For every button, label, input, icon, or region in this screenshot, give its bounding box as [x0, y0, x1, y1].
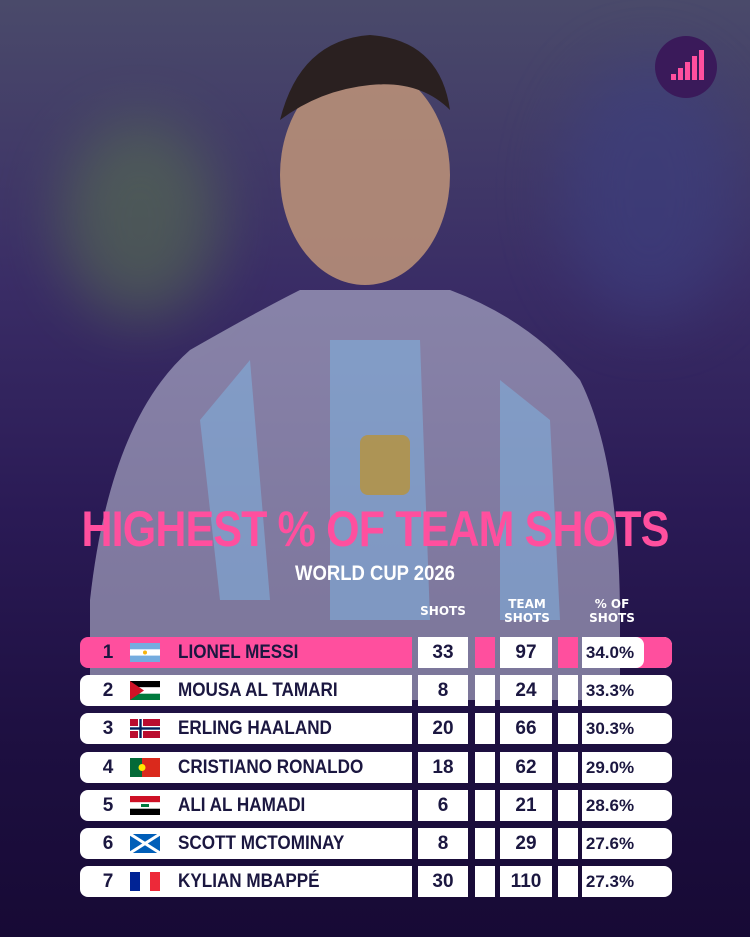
background-blur: [60, 120, 220, 320]
shots: 8: [437, 680, 449, 702]
shots: 33: [432, 642, 454, 663]
cell-spacer: [558, 713, 578, 745]
rank: 4: [102, 756, 114, 778]
cell-background: [500, 713, 552, 745]
player-name: CRISTIANO RONALDO: [178, 756, 364, 778]
cell-spacer: [558, 866, 578, 898]
cell-spacer: [558, 637, 578, 668]
shot-percentage: 28.6%: [585, 795, 635, 815]
cell-background: [500, 637, 552, 668]
shots: 18: [432, 756, 454, 778]
background-blur: [560, 60, 740, 320]
shot-percentage: 27.6%: [585, 834, 635, 853]
flag-icon: [130, 757, 160, 777]
cell-background: [418, 675, 468, 707]
rank: 5: [102, 794, 114, 816]
team-shots: 66: [515, 718, 537, 740]
cell-background: [418, 637, 468, 668]
cell-background: [582, 751, 672, 783]
shots: 6: [437, 794, 449, 816]
cell-background: [500, 751, 552, 783]
cell-background: [582, 713, 672, 745]
cell-spacer: [475, 675, 495, 707]
shots: 20: [432, 718, 454, 740]
shots: 30: [432, 871, 454, 893]
shot-percentage: 29.0%: [585, 757, 635, 777]
cell-spacer: [558, 675, 578, 707]
title: HIGHEST % OF TEAM SHOTS: [81, 501, 669, 557]
team-shots: 24: [515, 680, 537, 702]
flag-icon: [130, 643, 160, 662]
subtitle: WORLD CUP 2026: [295, 562, 455, 585]
column-header: % OF SHOTS: [589, 597, 635, 625]
cell-background: [582, 675, 672, 707]
player-name: ERLING HAALAND: [178, 718, 332, 740]
rank: 1: [102, 642, 114, 663]
cell-background: [418, 866, 468, 898]
cell-spacer: [558, 828, 578, 859]
shot-percentage: 30.3%: [585, 719, 635, 739]
cell-background: [418, 828, 468, 859]
team-shots: 97: [515, 642, 537, 663]
cell-spacer: [475, 828, 495, 859]
cell-background: [500, 866, 552, 898]
cell-background: [418, 751, 468, 783]
flag-icon: [130, 681, 160, 701]
cell-spacer: [475, 866, 495, 898]
rank: 7: [102, 871, 114, 893]
column-header: TEAM SHOTS: [504, 597, 550, 625]
flag-icon: [130, 872, 160, 892]
player-name: KYLIAN MBAPPÉ: [178, 871, 320, 893]
shot-percentage: 33.3%: [585, 681, 635, 701]
shot-percentage: 27.3%: [585, 872, 635, 892]
cell-spacer: [558, 789, 578, 821]
column-header: SHOTS: [420, 604, 466, 618]
rank: 3: [102, 718, 114, 740]
player-name: SCOTT MCTOMINAY: [178, 833, 345, 854]
flag-icon: [130, 795, 160, 815]
team-shots: 29: [515, 833, 537, 854]
cell-background: [418, 713, 468, 745]
logo: [655, 36, 717, 98]
player-name: MOUSA AL TAMARI: [178, 680, 338, 702]
flag-icon: [130, 719, 160, 739]
team-shots: 21: [515, 794, 537, 816]
cell-spacer: [558, 751, 578, 783]
team-shots: 110: [510, 871, 542, 893]
team-shots: 62: [515, 756, 537, 778]
cell-background: [500, 828, 552, 859]
cell-spacer: [475, 713, 495, 745]
cell-spacer: [475, 637, 495, 668]
shots: 8: [437, 833, 449, 854]
cell-background: [582, 789, 672, 821]
cell-background: [582, 828, 672, 859]
cell-background: [418, 789, 468, 821]
cell-background: [582, 866, 672, 898]
cell-spacer: [475, 789, 495, 821]
rank: 6: [102, 833, 114, 854]
cell-background: [582, 637, 672, 668]
cell-background: [500, 675, 552, 707]
shot-percentage: 34.0%: [585, 643, 635, 662]
flag-icon: [129, 832, 161, 855]
player-name: LIONEL MESSI: [178, 642, 299, 663]
cell-spacer: [475, 751, 495, 783]
rank: 2: [102, 680, 114, 702]
player-name: ALI AL HAMADI: [178, 794, 306, 816]
cell-background: [500, 789, 552, 821]
